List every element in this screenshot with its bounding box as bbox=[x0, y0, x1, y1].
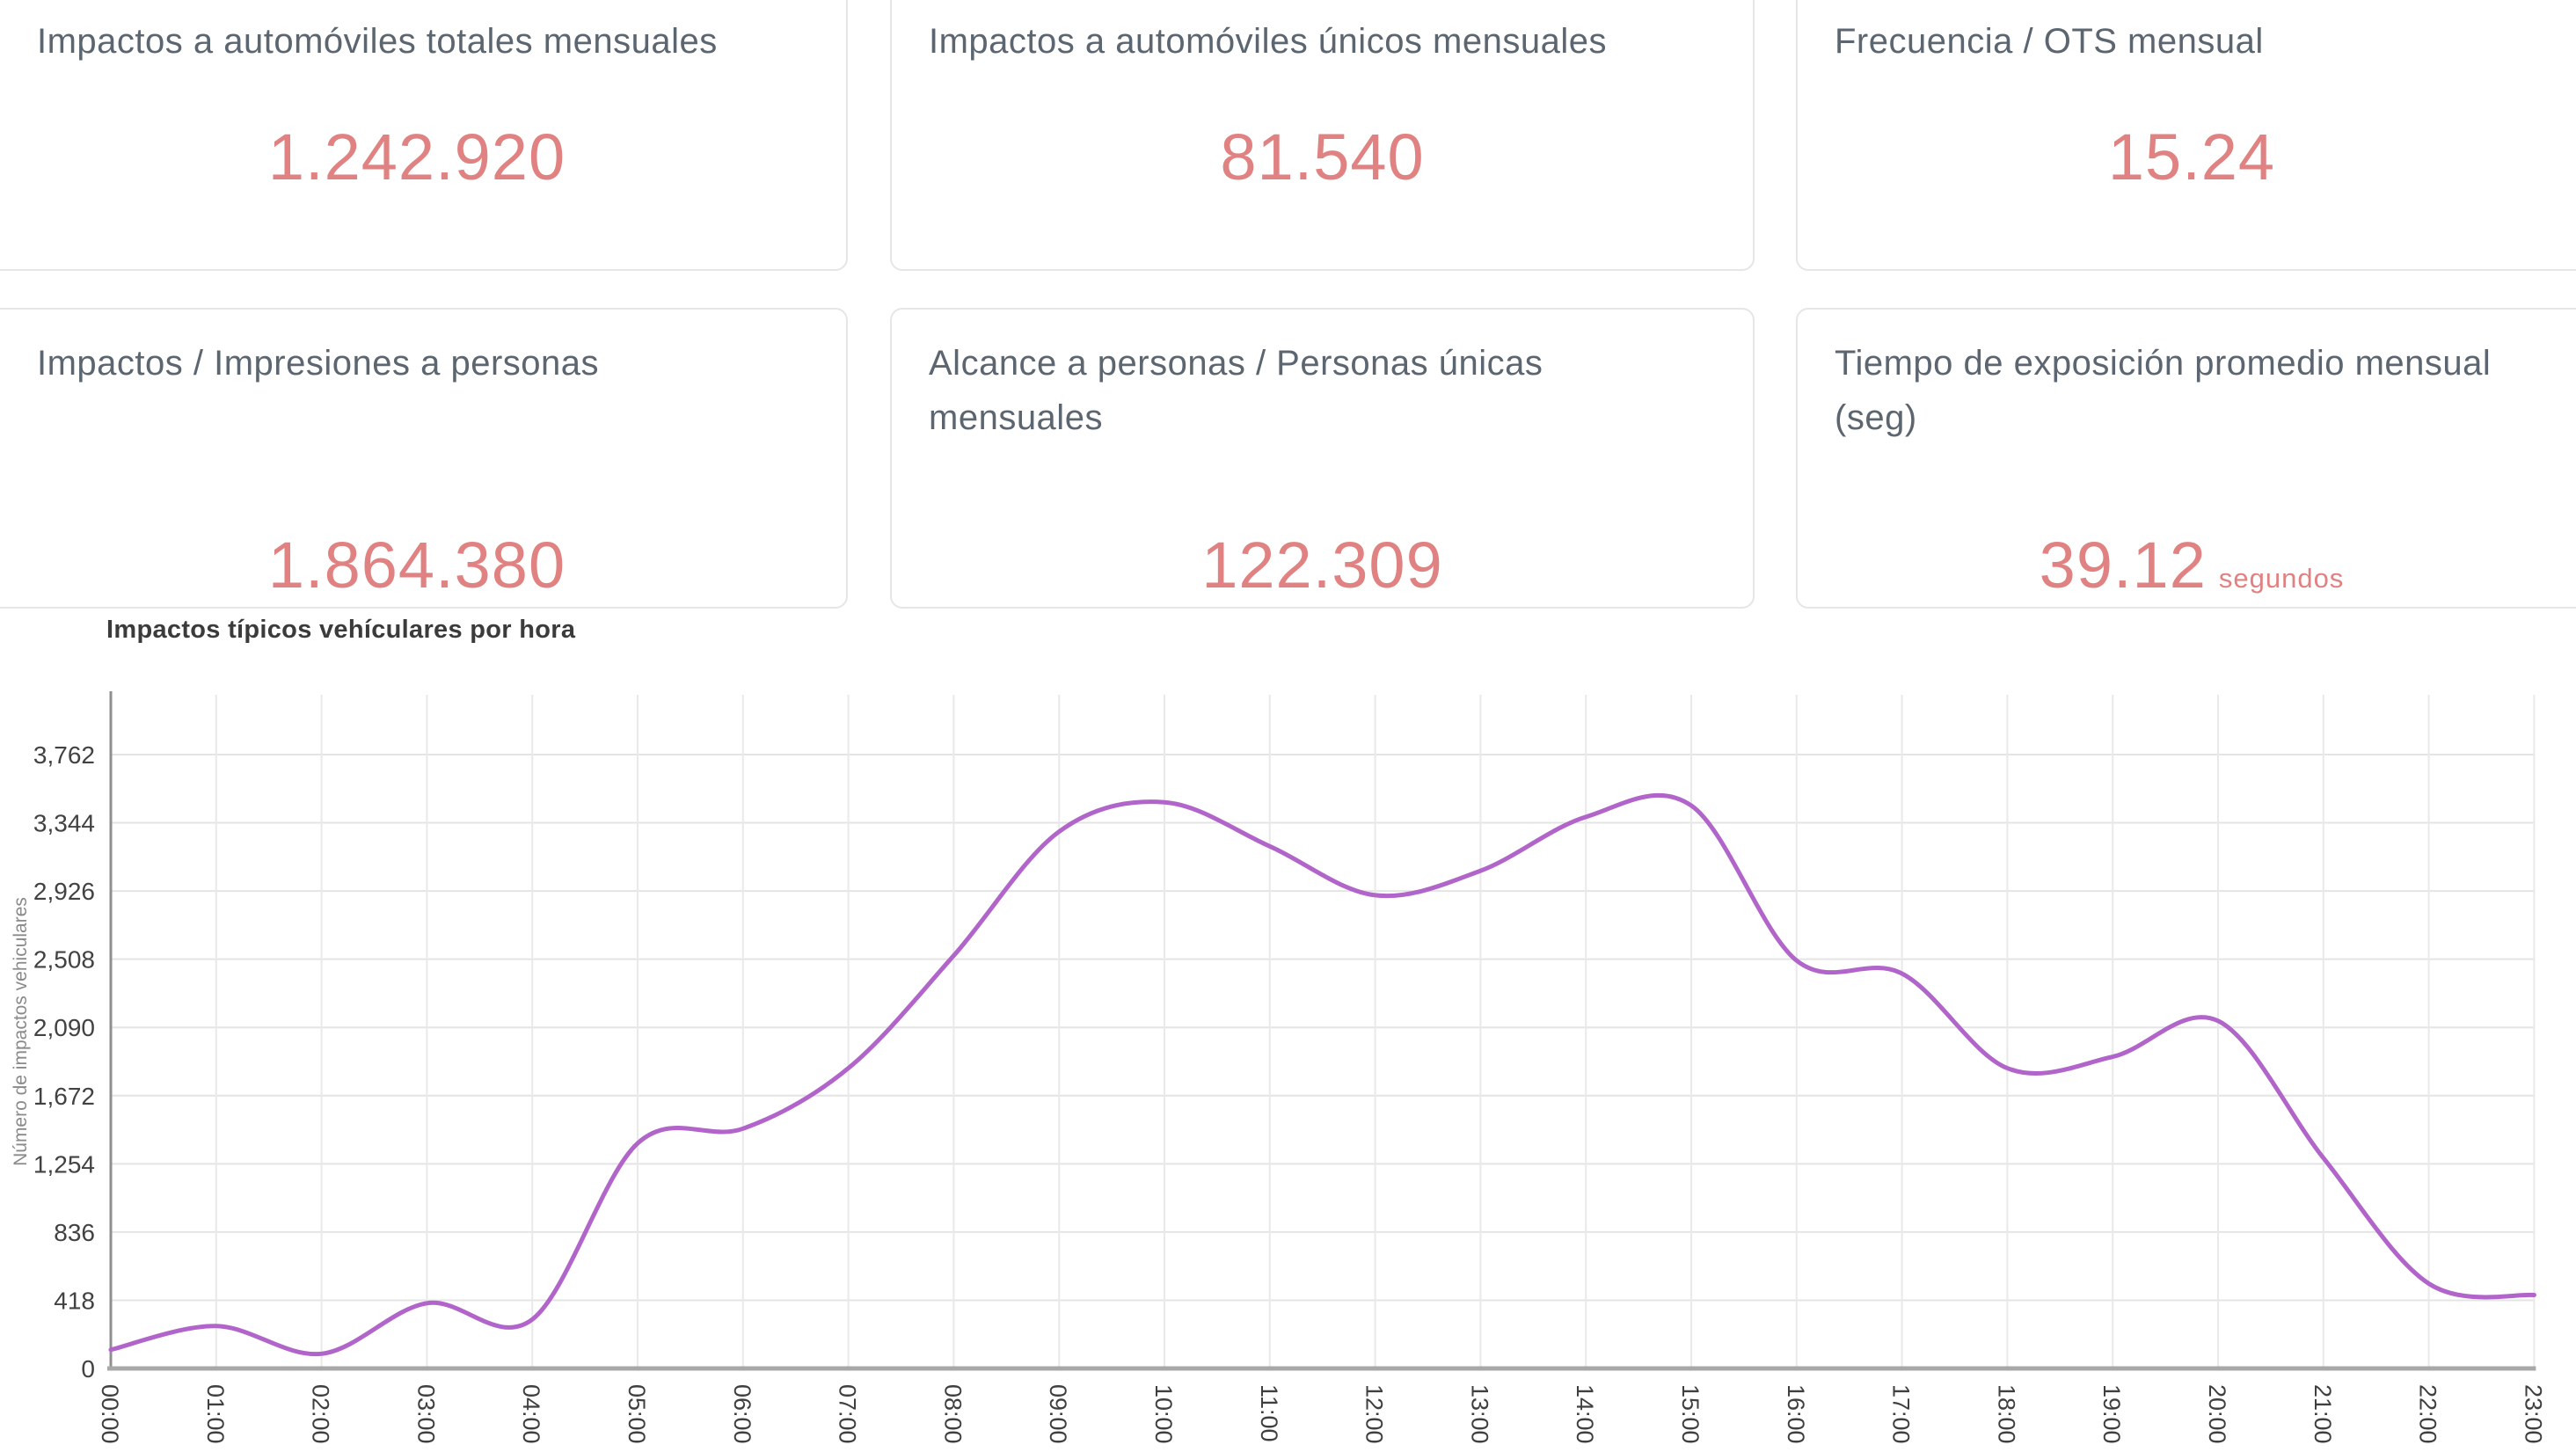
kpi-card-title: Impactos / Impresiones a personas bbox=[37, 344, 600, 383]
kpi-card-frecuencia-ots: Frecuencia / OTS mensual 15.24 bbox=[1796, 0, 2576, 271]
kpi-card-impresiones-personas: Impactos / Impresiones a personas 1.864.… bbox=[0, 308, 848, 609]
kpi-card-value-unit: segundos bbox=[2218, 563, 2345, 594]
y-tick-label: 1,672 bbox=[33, 1083, 95, 1110]
x-tick-label: 10:00 bbox=[1150, 1384, 1177, 1444]
x-tick-label: 23:00 bbox=[2520, 1384, 2546, 1444]
x-tick-label: 03:00 bbox=[412, 1384, 439, 1444]
kpi-card-value: 81.540 bbox=[1220, 120, 1425, 193]
x-tick-label: 01:00 bbox=[202, 1384, 229, 1444]
kpi-card-value: 122.309 bbox=[1201, 529, 1443, 602]
y-tick-label: 2,090 bbox=[33, 1014, 95, 1041]
kpi-card-impactos-totales: Impactos a automóviles totales mensuales… bbox=[0, 0, 848, 271]
kpi-card-title: Impactos a automóviles totales mensuales bbox=[37, 22, 718, 61]
y-tick-label: 2,508 bbox=[33, 946, 95, 974]
x-tick-label: 08:00 bbox=[939, 1384, 966, 1444]
x-tick-label: 05:00 bbox=[624, 1384, 650, 1444]
kpi-card-value: 1.864.380 bbox=[267, 529, 566, 602]
x-tick-label: 07:00 bbox=[835, 1384, 861, 1444]
x-tick-label: 14:00 bbox=[1572, 1384, 1598, 1444]
kpi-card-value: 1.242.920 bbox=[267, 120, 566, 193]
hourly-impacts-line-chart[interactable]: 0 418 836 1,254 1,672 2,090 2,508 2,926 3,344 3,7… bbox=[0, 651, 2576, 1452]
kpi-card-title: Impactos a automóviles únicos mensuales bbox=[929, 22, 1607, 61]
chart-line-series bbox=[108, 792, 2536, 1357]
x-tick-label: 18:00 bbox=[1993, 1384, 2019, 1444]
chart-title: Impactos típicos vehículares por hora bbox=[106, 616, 576, 644]
kpi-card-title: Alcance a personas / Personas únicas men… bbox=[929, 344, 1543, 437]
x-tick-label: 16:00 bbox=[1783, 1384, 1809, 1444]
y-tick-label: 418 bbox=[54, 1287, 95, 1314]
x-tick-label: 09:00 bbox=[1045, 1384, 1071, 1444]
kpi-card-value: 39.12 segundos bbox=[1798, 528, 2576, 602]
y-tick-label: 3,344 bbox=[33, 810, 95, 837]
x-tick-label: 15:00 bbox=[1677, 1384, 1704, 1444]
x-tick-label: 06:00 bbox=[729, 1384, 755, 1444]
kpi-card-tiempo-exposicion: Tiempo de exposición promedio mensual (s… bbox=[1796, 308, 2576, 609]
y-tick-label: 1,254 bbox=[33, 1150, 95, 1178]
x-tick-label: 12:00 bbox=[1361, 1384, 1388, 1444]
x-tick-label: 19:00 bbox=[2098, 1384, 2125, 1444]
x-tick-label: 17:00 bbox=[1888, 1384, 1915, 1444]
x-tick-label: 20:00 bbox=[2204, 1384, 2230, 1444]
x-tick-label: 04:00 bbox=[518, 1384, 544, 1444]
y-tick-label: 2,926 bbox=[33, 878, 95, 905]
kpi-card-value-number: 39.12 bbox=[2039, 529, 2207, 602]
y-tick-label: 836 bbox=[54, 1219, 95, 1246]
y-tick-label: 0 bbox=[81, 1355, 95, 1383]
kpi-card-alcance-personas: Alcance a personas / Personas únicas men… bbox=[890, 308, 1755, 609]
x-tick-label: 11:00 bbox=[1256, 1384, 1282, 1442]
x-tick-label: 02:00 bbox=[308, 1384, 334, 1444]
x-tick-label: 21:00 bbox=[2310, 1384, 2336, 1444]
kpi-card-title: Tiempo de exposición promedio mensual (s… bbox=[1835, 344, 2492, 437]
x-tick-label: 00:00 bbox=[97, 1384, 123, 1444]
kpi-card-impactos-unicos: Impactos a automóviles únicos mensuales … bbox=[890, 0, 1755, 271]
x-tick-label: 13:00 bbox=[1466, 1384, 1492, 1444]
kpi-card-title: Frecuencia / OTS mensual bbox=[1835, 22, 2264, 61]
y-tick-label: 3,762 bbox=[33, 741, 95, 769]
y-axis-title: Número de impactos vehiculares bbox=[11, 897, 31, 1166]
kpi-card-value: 15.24 bbox=[2107, 120, 2276, 193]
x-tick-label: 22:00 bbox=[2415, 1384, 2441, 1444]
